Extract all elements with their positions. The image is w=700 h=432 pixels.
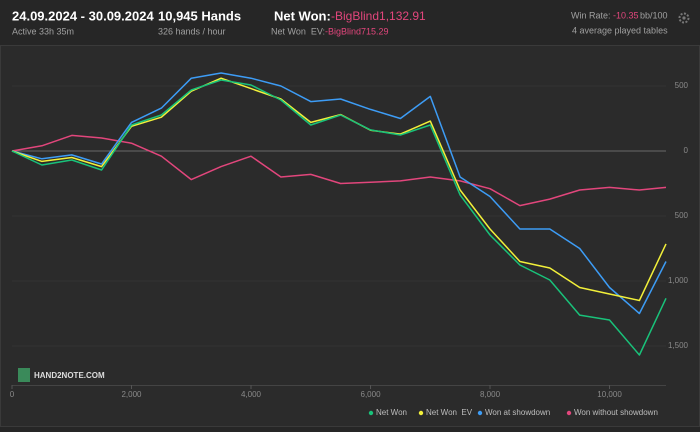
legend-dot xyxy=(418,410,424,416)
x-tick-label: 8,000 xyxy=(480,390,501,399)
x-tick-label: 2,000 xyxy=(121,390,142,399)
y-tick-label: 500 xyxy=(675,81,689,90)
x-tick-label: 10,000 xyxy=(597,390,622,399)
net-won-ev-value: -BigBlind715.29 xyxy=(325,26,389,36)
active-time: Active 33h 35m xyxy=(12,26,74,36)
y-tick-label: 1,000 xyxy=(668,276,689,285)
legend-item[interactable]: Won without showdown xyxy=(566,408,658,417)
legend-dot xyxy=(368,410,374,416)
y-tick-label: 1,500 xyxy=(668,341,689,350)
gear-hub xyxy=(682,16,686,20)
legend-item[interactable]: Net Won EV xyxy=(418,408,473,417)
watermark-logo: HAND2NOTE.COM xyxy=(18,368,105,382)
tables-info: 4 average played tables xyxy=(572,25,668,35)
hands-count: 10,945 Hands xyxy=(158,8,241,23)
x-tick-label: 6,000 xyxy=(361,390,382,399)
series-line xyxy=(11,72,667,315)
net-won-value: -BigBlind1,132.91 xyxy=(331,9,426,23)
logo-mark xyxy=(18,368,30,382)
win-rate-unit: bb/100 xyxy=(640,10,668,20)
gear-teeth xyxy=(678,12,690,24)
net-won-ev-label: Net Won EV: xyxy=(271,26,325,36)
hands-rate: 326 hands / hour xyxy=(158,26,226,36)
net-won-label: Net Won: xyxy=(274,8,331,23)
legend-label: Net Won EV xyxy=(426,408,473,417)
legend-label: Won without showdown xyxy=(574,408,658,417)
legend-dot xyxy=(477,410,483,416)
y-tick-label: 0 xyxy=(684,146,689,155)
chart-panel xyxy=(0,45,700,427)
win-rate-value: -10.35 xyxy=(613,10,639,20)
legend-dot xyxy=(566,410,572,416)
y-tick-label: 500 xyxy=(675,211,689,220)
settings-icon[interactable] xyxy=(678,12,690,24)
date-range: 24.09.2024 - 30.09.2024 xyxy=(12,8,154,23)
legend-label: Net Won xyxy=(376,408,407,417)
x-tick-label: 0 xyxy=(10,390,15,399)
series-line xyxy=(11,79,667,356)
win-rate-label: Win Rate: xyxy=(571,10,611,20)
legend-item[interactable]: Net Won xyxy=(368,408,407,417)
x-tick-label: 4,000 xyxy=(241,390,262,399)
series-line xyxy=(11,134,667,207)
watermark-text: HAND2NOTE.COM xyxy=(34,371,105,380)
legend-item[interactable]: Won at showdown xyxy=(477,408,550,417)
legend-label: Won at showdown xyxy=(485,408,550,417)
